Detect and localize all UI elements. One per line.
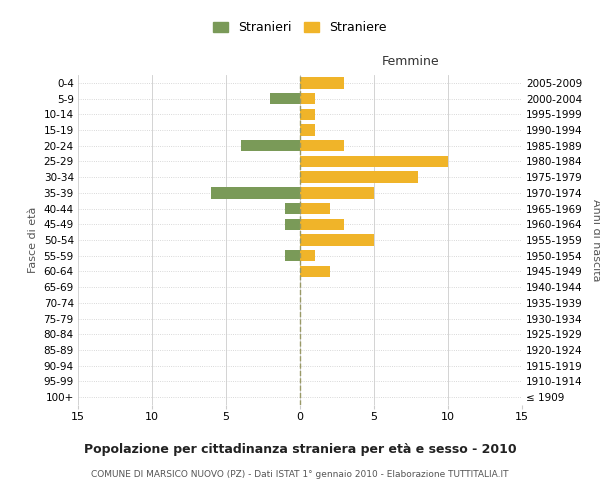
Bar [300, 124, 315, 136]
Bar [300, 234, 374, 246]
Bar [300, 140, 344, 151]
Bar [271, 93, 300, 104]
Y-axis label: Fasce di età: Fasce di età [28, 207, 38, 273]
Bar [241, 140, 300, 151]
Bar [300, 266, 329, 277]
Text: Popolazione per cittadinanza straniera per età e sesso - 2010: Popolazione per cittadinanza straniera p… [83, 442, 517, 456]
Bar [300, 250, 315, 262]
Bar [300, 77, 344, 88]
Bar [300, 108, 315, 120]
Legend: Stranieri, Straniere: Stranieri, Straniere [208, 16, 392, 39]
Bar [285, 250, 300, 262]
Bar [300, 218, 344, 230]
Text: COMUNE DI MARSICO NUOVO (PZ) - Dati ISTAT 1° gennaio 2010 - Elaborazione TUTTITA: COMUNE DI MARSICO NUOVO (PZ) - Dati ISTA… [91, 470, 509, 479]
Bar [285, 203, 300, 214]
Bar [300, 156, 448, 167]
Bar [285, 218, 300, 230]
Bar [300, 187, 374, 198]
Text: Femmine: Femmine [382, 56, 440, 68]
Bar [300, 203, 329, 214]
Bar [211, 187, 300, 198]
Y-axis label: Anni di nascita: Anni di nascita [591, 198, 600, 281]
Bar [300, 93, 315, 104]
Bar [300, 172, 418, 183]
